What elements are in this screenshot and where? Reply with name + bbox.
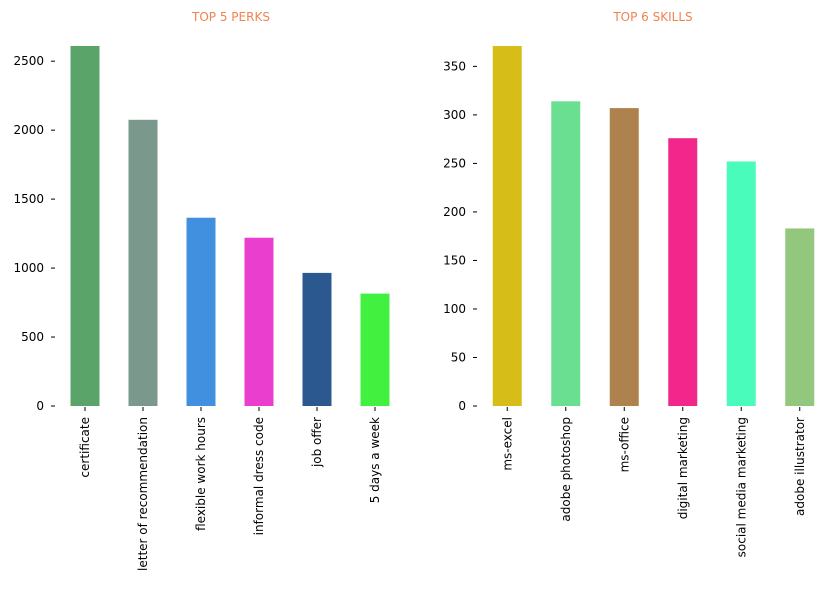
x-tick-label: adobe photoshop — [559, 417, 573, 522]
bar-job-offer — [302, 272, 332, 406]
y-tick-label: 2000 — [13, 123, 44, 137]
bar-informal-dress-code — [244, 237, 274, 406]
chart-title-perks: TOP 5 PERKS — [191, 10, 270, 24]
bar-ms-office — [609, 108, 639, 407]
bar-social-media-marketing — [726, 161, 756, 406]
x-tick-label: job offer — [310, 417, 324, 468]
y-tick-label: 500 — [21, 330, 44, 344]
x-tick-label: social media marketing — [734, 417, 748, 557]
x-tick-label: certificate — [78, 417, 92, 478]
x-tick-label: adobe illustrator — [793, 417, 807, 516]
y-tick-label: 350 — [443, 59, 466, 73]
bar-certificate — [70, 46, 100, 406]
y-tick-label: 0 — [36, 399, 44, 413]
y-tick-label: 1500 — [13, 192, 44, 206]
chart-skills: TOP 6 SKILLS 0 50 100 150 200 250 300 350 ms-exce… — [443, 10, 815, 557]
chart-perks: TOP 5 PERKS 0 500 1000 1500 2000 2500 certifica… — [13, 10, 390, 571]
y-tick-label: 300 — [443, 108, 466, 122]
x-tick-label: informal dress code — [252, 417, 266, 535]
bar-ms-excel — [492, 46, 522, 406]
bar-5-days-a-week — [360, 293, 390, 406]
bar-digital-marketing — [668, 138, 698, 406]
bar-flexible-work-hours — [186, 217, 216, 406]
bar-adobe-illustrator — [785, 228, 815, 406]
y-tick-label: 0 — [458, 399, 466, 413]
y-tick-label: 250 — [443, 156, 466, 170]
x-tick-label: ms-office — [617, 417, 631, 472]
chart-title-skills: TOP 6 SKILLS — [612, 10, 692, 24]
y-tick-label: 150 — [443, 253, 466, 267]
y-tick-label: 1000 — [13, 261, 44, 275]
x-tick-label: 5 days a week — [368, 417, 382, 503]
y-tick-label: 2500 — [13, 54, 44, 68]
bar-adobe-photoshop — [551, 101, 581, 407]
x-tick-label: flexible work hours — [194, 417, 208, 531]
bar-letter-of-recommendation — [128, 119, 158, 407]
x-tick-label: letter of recommendation — [136, 417, 150, 571]
y-tick-label: 200 — [443, 205, 466, 219]
y-tick-label: 50 — [451, 350, 466, 364]
x-tick-label: digital marketing — [676, 417, 690, 519]
y-tick-label: 100 — [443, 302, 466, 316]
x-tick-label: ms-excel — [500, 417, 514, 471]
